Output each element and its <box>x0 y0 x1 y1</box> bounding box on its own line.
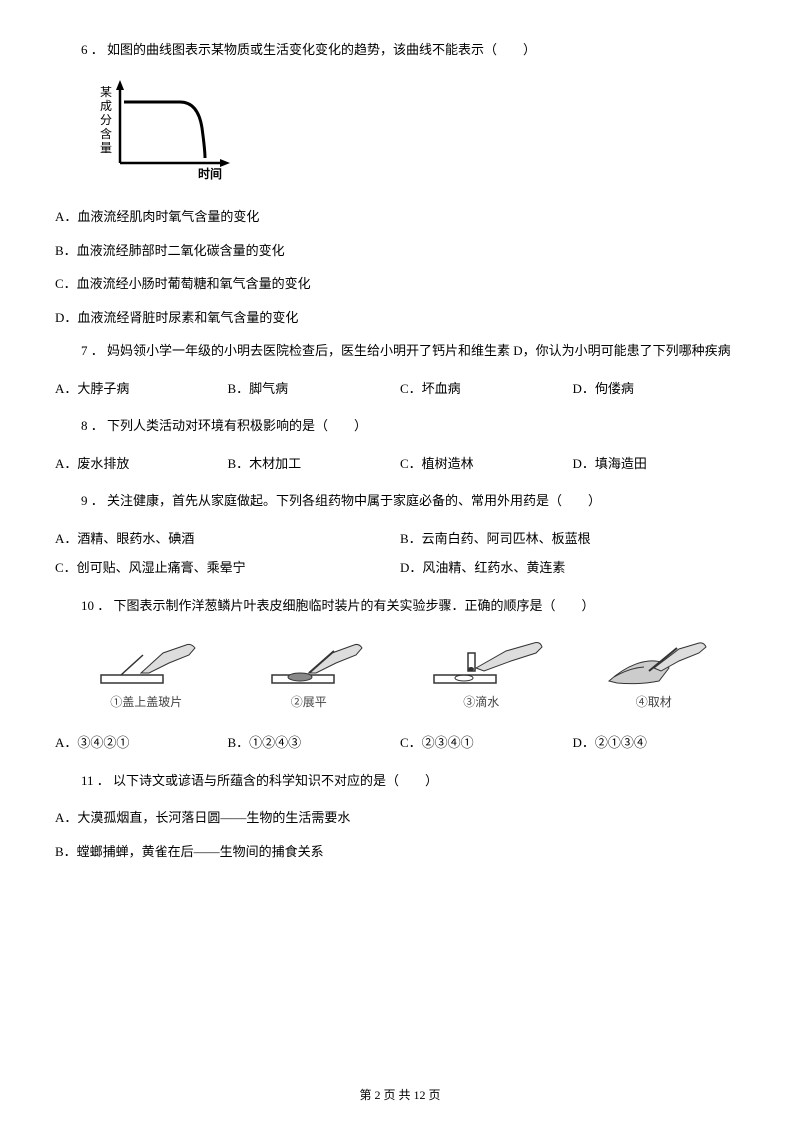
q11-text: 11 ． 以下诗文或谚语与所蕴含的科学知识不对应的是（ ） <box>55 771 745 791</box>
q8-opt-d[interactable]: D．填海造田 <box>573 454 746 474</box>
q6-opt-c[interactable]: C．血液流经小肠时葡萄糖和氧气含量的变化 <box>55 274 745 294</box>
q9-text: 9 ． 关注健康，首先从家庭做起。下列各组药物中属于家庭必备的、常用外用药是（ … <box>55 491 745 511</box>
q10-opt-b[interactable]: B．①②④③ <box>228 733 401 753</box>
q7-opt-d[interactable]: D．佝偻病 <box>573 379 746 399</box>
curve-chart: 某 成 分 含 量 时间 <box>90 78 240 188</box>
step-2: ②展平 <box>254 633 364 711</box>
q8-opt-a[interactable]: A．废水排放 <box>55 454 228 474</box>
step4-label: ④取材 <box>599 693 709 711</box>
q10-opt-a[interactable]: A．③④②① <box>55 733 228 753</box>
step-4: ④取材 <box>599 633 709 711</box>
q6-opt-d[interactable]: D．血液流经肾脏时尿素和氧气含量的变化 <box>55 308 745 328</box>
q7-text: 7 ． 妈妈领小学一年级的小明去医院检查后，医生给小明开了钙片和维生素 D，你认… <box>55 341 745 361</box>
step-1: ①盖上盖玻片 <box>91 633 201 711</box>
q9-opt-c[interactable]: C．创可贴、风湿止痛膏、乘晕宁 <box>55 558 400 578</box>
ylabel-0: 某 <box>100 85 112 99</box>
q8-text: 8 ． 下列人类活动对环境有积极影响的是（ ） <box>55 416 745 436</box>
xlabel: 时间 <box>198 166 222 181</box>
q7-opt-b[interactable]: B．脚气病 <box>228 379 401 399</box>
ylabel-3: 含 <box>100 126 112 141</box>
q10-opt-c[interactable]: C．②③④① <box>400 733 573 753</box>
step4-icon <box>599 633 709 688</box>
step2-icon <box>254 633 364 688</box>
q8-opt-b[interactable]: B．木材加工 <box>228 454 401 474</box>
ylabel-2: 分 <box>100 113 112 127</box>
q6-opt-b[interactable]: B．血液流经肺部时二氧化碳含量的变化 <box>55 241 745 261</box>
step1-icon <box>91 633 201 688</box>
step3-icon <box>416 633 546 688</box>
page-footer: 第 2 页 共 12 页 <box>0 1086 800 1104</box>
q10-text: 10 ． 下图表示制作洋葱鳞片叶表皮细胞临时装片的有关实验步骤．正确的顺序是（ … <box>55 596 745 616</box>
step3-label: ③滴水 <box>416 693 546 711</box>
q11-opt-b[interactable]: B．螳螂捕蝉，黄雀在后——生物间的捕食关系 <box>55 842 745 862</box>
ylabel-1: 成 <box>100 99 112 113</box>
q11-opt-a[interactable]: A．大漠孤烟直，长河落日圆——生物的生活需要水 <box>55 808 745 828</box>
q6-text: 6 ． 如图的曲线图表示某物质或生活变化变化的趋势，该曲线不能表示（ ） <box>55 40 745 60</box>
q9-opt-a[interactable]: A．酒精、眼药水、碘酒 <box>55 529 400 549</box>
q9-opt-b[interactable]: B．云南白药、阿司匹林、板蓝根 <box>400 529 745 549</box>
q8-opt-c[interactable]: C．植树造林 <box>400 454 573 474</box>
step2-label: ②展平 <box>254 693 364 711</box>
step1-label: ①盖上盖玻片 <box>91 693 201 711</box>
q6-chart: 某 成 分 含 量 时间 <box>90 78 745 194</box>
q7-opt-c[interactable]: C．坏血病 <box>400 379 573 399</box>
step-3: ③滴水 <box>416 633 546 711</box>
q9-opt-d[interactable]: D．风油精、红药水、黄连素 <box>400 558 745 578</box>
q6-opt-a[interactable]: A．血液流经肌肉时氧气含量的变化 <box>55 207 745 227</box>
q10-steps: ①盖上盖玻片 ②展平 ③滴水 ④取材 <box>65 633 735 711</box>
q10-opt-d[interactable]: D．②①③④ <box>573 733 746 753</box>
q7-opt-a[interactable]: A．大脖子病 <box>55 379 228 399</box>
ylabel-4: 量 <box>100 141 112 155</box>
